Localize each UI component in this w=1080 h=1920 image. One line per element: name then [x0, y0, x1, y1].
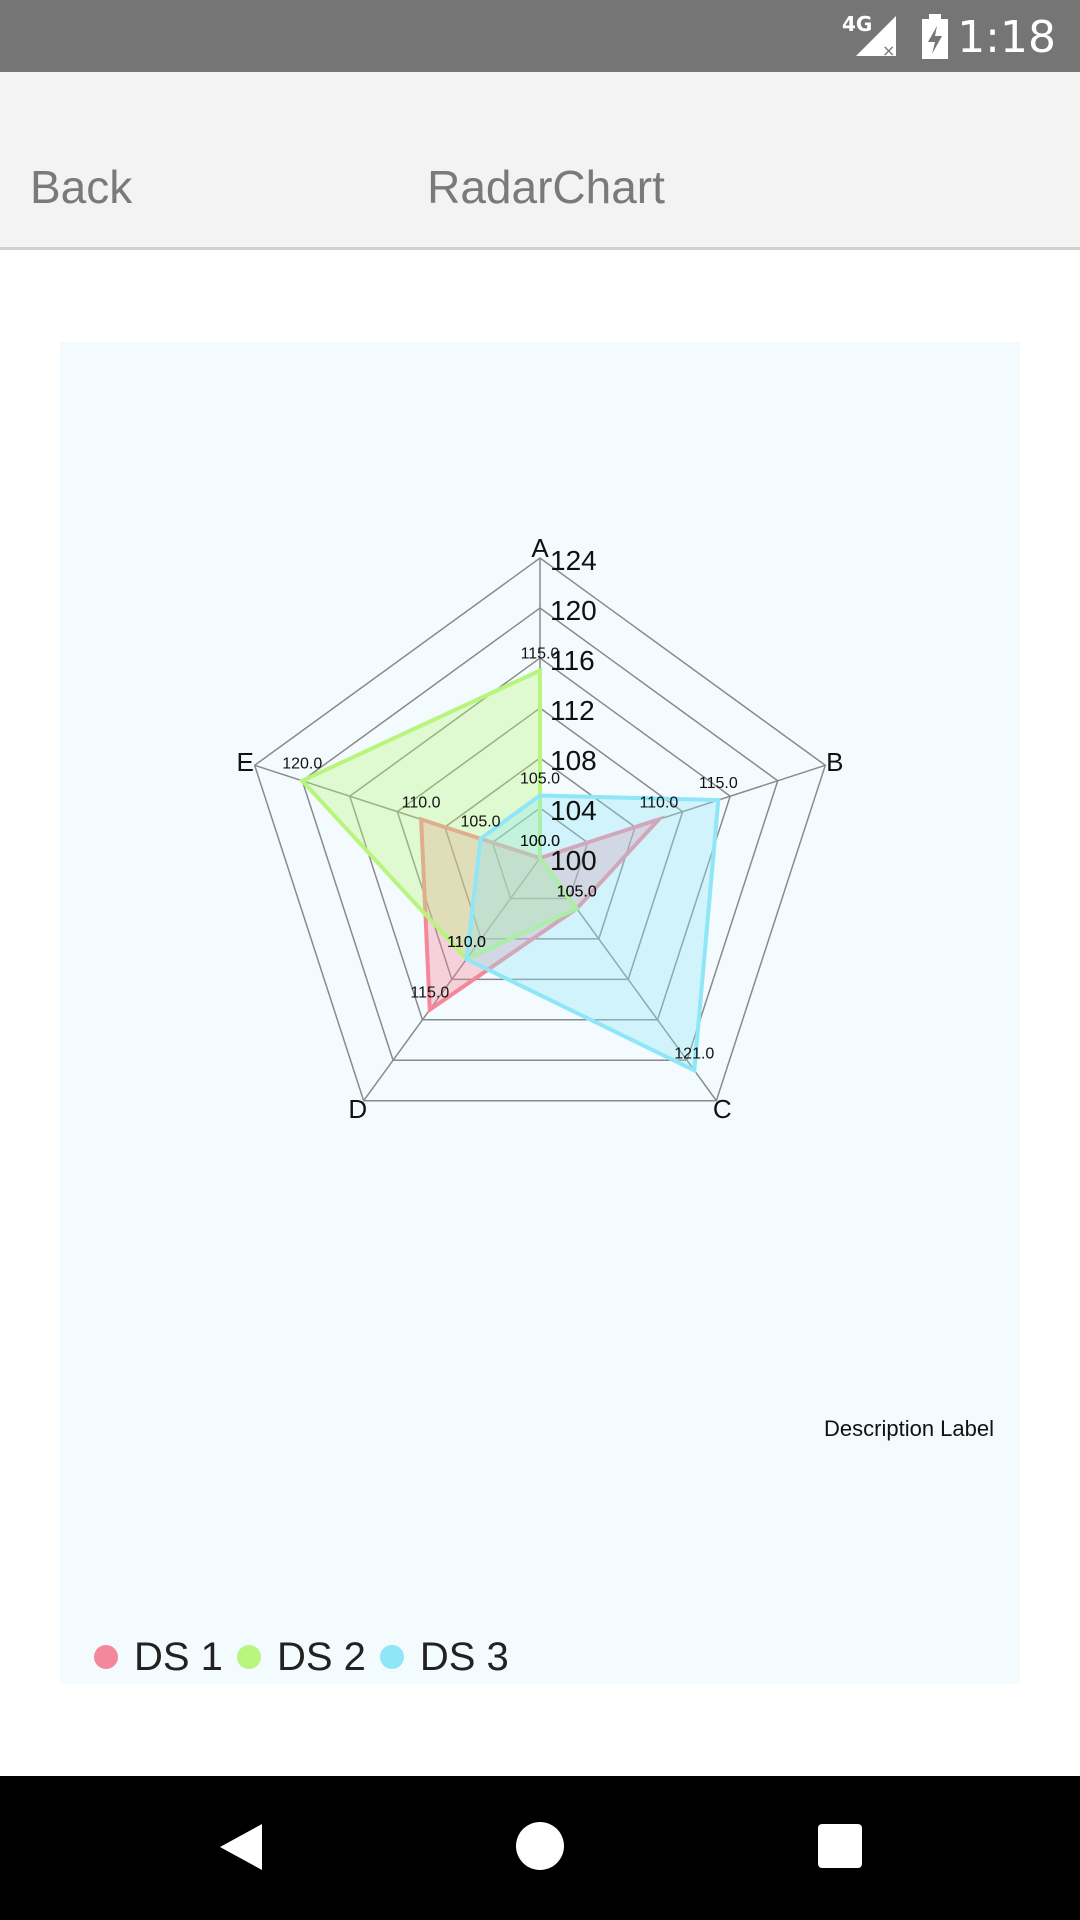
ring-tick-label: 120 [550, 595, 597, 626]
ring-tick-label: 116 [550, 645, 595, 676]
svg-text:×: × [882, 41, 895, 58]
series-2-value-label: 105.0 [557, 884, 597, 901]
series-1-value-label: 115.0 [410, 985, 449, 1002]
legend-dot-icon [94, 1645, 118, 1669]
status-time: 1:18 [957, 12, 1056, 63]
legend-label: DS 1 [134, 1634, 223, 1679]
web-ring-124 [253, 557, 827, 1102]
back-button[interactable]: Back [30, 161, 133, 213]
series-1-value-label: 105.0 [557, 884, 597, 901]
legend-item-2: DS 2 [236, 1634, 366, 1680]
axis-label-B: B [826, 747, 843, 777]
ring-tick-label: 100 [550, 845, 597, 876]
axis-label-E: E [237, 747, 254, 777]
legend-dot-icon [236, 1645, 261, 1669]
series-3-area [464, 793, 721, 1074]
app-header: Back RadarChart [0, 72, 1080, 250]
ring-tick-label: 108 [550, 745, 597, 776]
ring-tick-label: 124 [550, 545, 597, 576]
series-1-value-label: 110.0 [402, 794, 441, 811]
legend-dot-icon [379, 1645, 404, 1669]
status-bar: 4G × 1:18 [0, 0, 1080, 72]
chart-legend: DS 1 DS 2 DS 3 [94, 1632, 523, 1682]
ring-tick-label: 104 [550, 795, 597, 826]
web-ring-108 [444, 757, 636, 940]
series-3-value-label: 110.0 [447, 934, 486, 951]
web-ring-112 [396, 707, 684, 981]
series-2-area [298, 667, 580, 962]
series-3-value-label: 121.0 [674, 1045, 714, 1062]
web-ring-120 [301, 607, 779, 1062]
series-3-value-label: 115.0 [699, 775, 738, 792]
series-1-area [418, 815, 666, 1014]
legend-item-1: DS 1 [94, 1635, 223, 1680]
series-1-value-label: 110.0 [639, 794, 678, 811]
series-3-value-label: 105.0 [520, 771, 560, 788]
series-3-value-label: 105.0 [461, 814, 501, 831]
legend-label: DS 3 [419, 1634, 509, 1679]
series-1-value-label: 100.0 [520, 833, 560, 850]
battery-charging-icon [922, 14, 948, 59]
legend-item-3: DS 3 [379, 1634, 509, 1680]
navigation-bar [0, 1776, 1080, 1920]
series-2-value-label: 115.0 [521, 646, 560, 663]
web-ring-104 [491, 807, 589, 900]
series-2-value-label: 120.0 [282, 756, 322, 773]
chart-description: Description Label [824, 1416, 994, 1441]
series-2-value-label: 110.0 [447, 934, 486, 951]
axis-label-D: D [348, 1094, 367, 1124]
back-triangle-icon[interactable] [218, 1822, 264, 1872]
web-ring-116 [348, 657, 732, 1021]
home-circle-icon[interactable] [516, 1822, 564, 1870]
page-title: RadarChart [427, 161, 665, 213]
radar-chart[interactable]: 100.0 110.0 105.0 115.0 110.0 115.0 100.0 105.0… [60, 342, 1020, 1684]
axis-label-C: C [713, 1094, 732, 1124]
legend-label: DS 2 [276, 1634, 366, 1679]
axis-line-D [363, 857, 541, 1102]
network-label: 4G [842, 12, 873, 36]
axis-label-A: A [531, 533, 549, 563]
recents-square-icon[interactable] [818, 1824, 862, 1868]
signal-icon: × [856, 16, 896, 58]
radar-chart-svg: 100.0110.0105.0115.0110.0115.0100.0105.0… [237, 533, 994, 1441]
ring-tick-label: 112 [550, 695, 595, 726]
series-2-value-label: 100.0 [520, 833, 560, 850]
